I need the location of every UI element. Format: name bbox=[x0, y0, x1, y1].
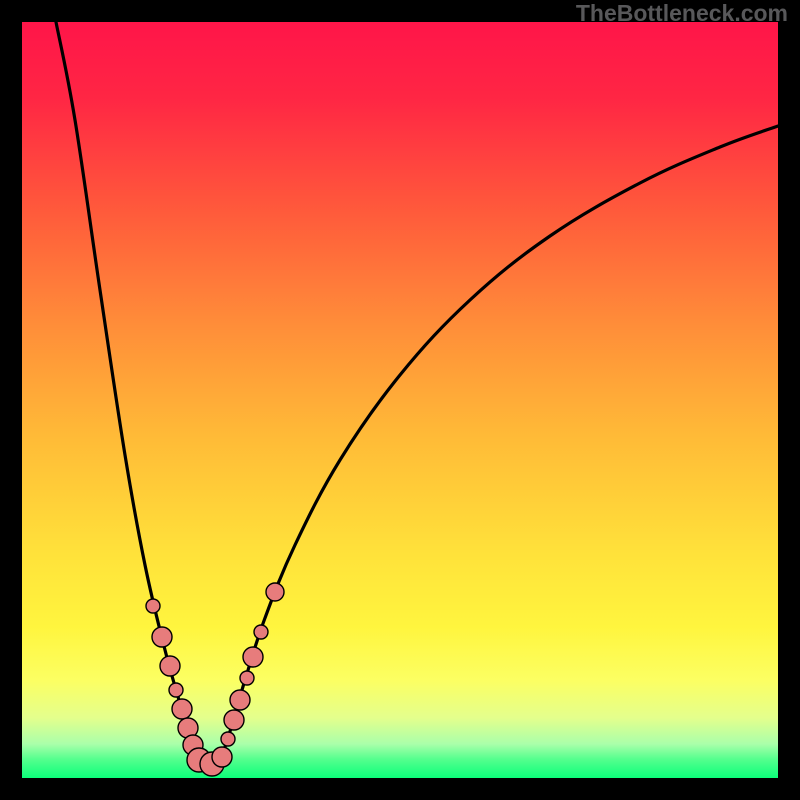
data-point bbox=[212, 747, 232, 767]
chart-frame: TheBottleneck.com bbox=[0, 0, 800, 800]
data-point bbox=[146, 599, 160, 613]
data-point bbox=[221, 732, 235, 746]
data-point bbox=[254, 625, 268, 639]
chart-background bbox=[22, 22, 778, 778]
data-point bbox=[266, 583, 284, 601]
bottleneck-chart bbox=[0, 0, 800, 800]
watermark-text: TheBottleneck.com bbox=[576, 0, 788, 27]
data-point bbox=[243, 647, 263, 667]
data-point bbox=[172, 699, 192, 719]
data-point bbox=[224, 710, 244, 730]
data-point bbox=[230, 690, 250, 710]
data-point bbox=[169, 683, 183, 697]
data-point bbox=[152, 627, 172, 647]
data-point bbox=[240, 671, 254, 685]
data-point bbox=[160, 656, 180, 676]
